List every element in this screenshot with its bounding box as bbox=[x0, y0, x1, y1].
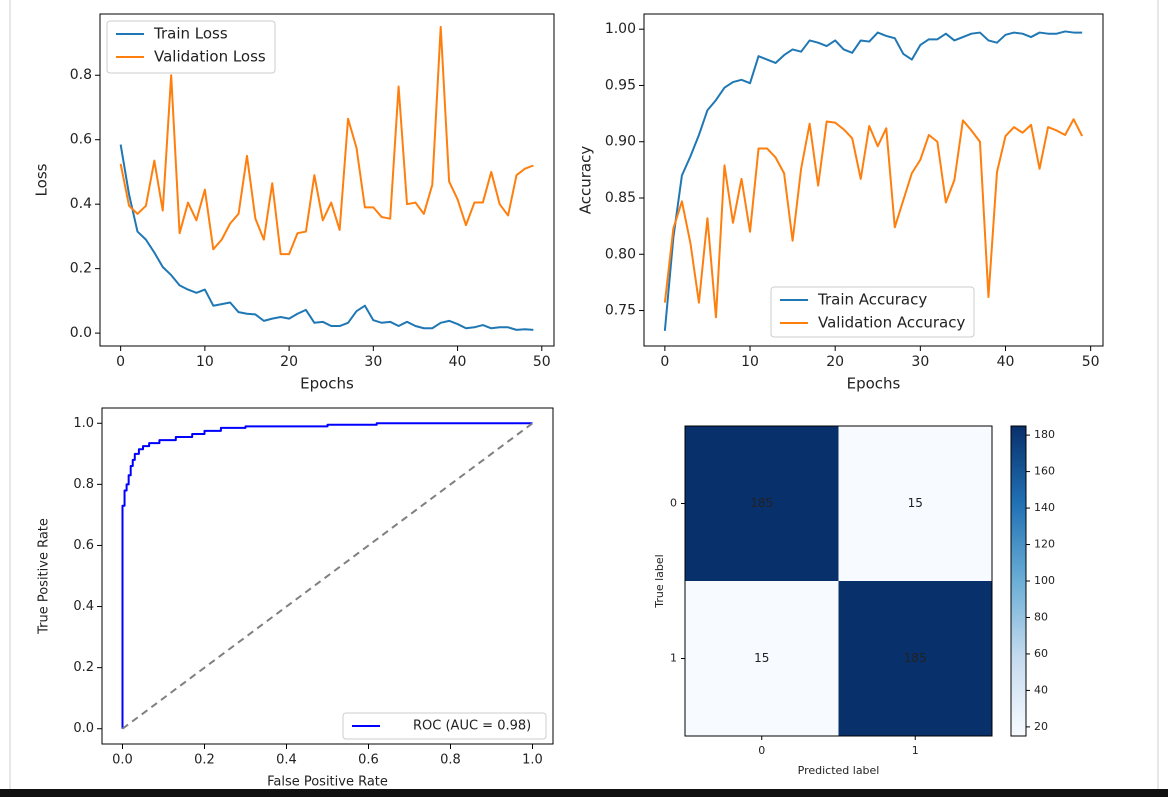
accuracy-x-tick-label: 50 bbox=[1082, 354, 1100, 370]
roc-y-tick-label: 0.0 bbox=[73, 721, 94, 736]
roc-x-tick-label: 0.4 bbox=[276, 753, 297, 768]
roc-x-tick-label: 0.6 bbox=[358, 753, 379, 768]
cm-colorbar-tick-label: 100 bbox=[1034, 574, 1055, 587]
roc-x-axis-label: False Positive Rate bbox=[267, 775, 388, 790]
roc-y-tick-label: 0.6 bbox=[73, 538, 94, 553]
accuracy-x-tick-label: 0 bbox=[660, 354, 669, 370]
accuracy-chart: 0 10 20 30 40 50 0.75 0.80 0.85 0.90 0.95 1.00 Epoch… bbox=[577, 13, 1104, 393]
cm-frame bbox=[684, 425, 993, 737]
loss-plot-frame bbox=[99, 13, 555, 347]
cm-colorbar bbox=[1010, 425, 1027, 737]
roc-y-tick-label: 0.4 bbox=[73, 599, 94, 614]
cm-colorbar-tick-label: 80 bbox=[1034, 610, 1048, 623]
cm-colorbar-tick-label: 140 bbox=[1034, 501, 1055, 514]
cm-colorbar-tick-label: 180 bbox=[1034, 428, 1055, 441]
loss-y-axis-label: Loss bbox=[33, 163, 51, 196]
accuracy-y-tick-label: 0.95 bbox=[605, 77, 636, 93]
roc-legend-label: ROC (AUC = 0.98) bbox=[413, 719, 531, 734]
cm-x-tick-label: 0 bbox=[758, 744, 765, 757]
cm-colorbar-tick-label: 160 bbox=[1034, 465, 1055, 478]
accuracy-y-tick-label: 0.85 bbox=[605, 190, 636, 206]
loss-chart: 0 10 20 30 40 50 0.0 0.2 0.4 0.6 0.8 Epochs Loss Trai… bbox=[33, 13, 555, 393]
accuracy-legend-box bbox=[770, 286, 975, 338]
loss-legend-label: Validation Loss bbox=[154, 48, 266, 66]
roc-y-tick-label: 1.0 bbox=[73, 416, 94, 431]
accuracy-legend-label: Validation Accuracy bbox=[818, 314, 965, 332]
accuracy-y-tick-label: 0.75 bbox=[605, 303, 636, 319]
accuracy-y-tick-label: 1.00 bbox=[605, 21, 636, 37]
roc-plot-frame bbox=[101, 407, 554, 745]
cm-cell-value: 15 bbox=[908, 496, 923, 510]
cm-x-tick-label: 1 bbox=[912, 744, 919, 757]
loss-y-tick-label: 0.6 bbox=[70, 132, 92, 148]
accuracy-y-tick-label: 0.80 bbox=[605, 246, 636, 262]
loss-x-tick-label: 10 bbox=[196, 354, 214, 370]
loss-series-line-1 bbox=[119, 25, 534, 256]
roc-chart: 0.0 0.2 0.4 0.6 0.8 1.0 0.0 0.2 0.4 0.6 0.8 1.0 Fals… bbox=[37, 407, 554, 790]
loss-y-tick-label: 0.8 bbox=[70, 67, 92, 83]
cm-cell-value: 185 bbox=[904, 651, 927, 665]
loss-x-axis-label: Epochs bbox=[300, 375, 354, 393]
accuracy-legend-label: Train Accuracy bbox=[817, 291, 927, 309]
roc-y-tick-label: 0.2 bbox=[73, 660, 94, 675]
loss-y-tick-label: 0.4 bbox=[70, 196, 92, 212]
cm-cell bbox=[838, 581, 992, 736]
cm-cell bbox=[838, 426, 992, 581]
cm-y-tick-label: 1 bbox=[670, 652, 677, 665]
bottom-border bbox=[0, 789, 1168, 797]
cm-colorbar-tick-label: 20 bbox=[1034, 720, 1048, 733]
roc-x-tick-label: 0.0 bbox=[112, 753, 133, 768]
roc-x-tick-label: 1.0 bbox=[522, 753, 543, 768]
cm-cell bbox=[685, 581, 839, 736]
cm-x-axis-label: Predicted label bbox=[798, 764, 880, 777]
roc-series-line-1 bbox=[121, 422, 534, 730]
loss-x-tick-label: 30 bbox=[364, 354, 382, 370]
accuracy-x-tick-label: 10 bbox=[741, 354, 759, 370]
loss-y-tick-label: 0.0 bbox=[70, 325, 92, 341]
loss-x-tick-label: 20 bbox=[280, 354, 298, 370]
accuracy-series-line-0 bbox=[663, 30, 1083, 331]
roc-x-tick-label: 0.2 bbox=[194, 753, 215, 768]
cm-colorbar-tick-label: 40 bbox=[1034, 683, 1048, 696]
loss-legend-label: Train Loss bbox=[153, 25, 228, 43]
accuracy-x-tick-label: 40 bbox=[997, 354, 1015, 370]
loss-x-tick-label: 50 bbox=[533, 354, 551, 370]
loss-series-line-0 bbox=[119, 144, 534, 331]
confusion-matrix-chart: 185 15 15 185 0 1 0 1 Predicted label True label 2… bbox=[653, 425, 1055, 777]
cm-colorbar-tick-label: 60 bbox=[1034, 647, 1048, 660]
roc-x-tick-label: 0.8 bbox=[440, 753, 461, 768]
loss-legend-box bbox=[106, 20, 276, 74]
roc-series-line-0 bbox=[121, 422, 533, 729]
accuracy-x-axis-label: Epochs bbox=[847, 375, 901, 393]
accuracy-series-line-1 bbox=[663, 118, 1084, 319]
accuracy-x-tick-label: 20 bbox=[826, 354, 844, 370]
roc-legend-box bbox=[342, 712, 547, 740]
accuracy-y-axis-label: Accuracy bbox=[577, 146, 595, 215]
cm-cell bbox=[685, 426, 839, 581]
accuracy-x-tick-label: 30 bbox=[911, 354, 929, 370]
roc-y-axis-label: True Positive Rate bbox=[37, 518, 52, 635]
accuracy-plot-frame bbox=[643, 13, 1104, 347]
cm-y-tick-label: 0 bbox=[670, 497, 677, 510]
loss-x-tick-label: 0 bbox=[116, 354, 125, 370]
cm-y-axis-label: True label bbox=[653, 554, 666, 608]
cm-cell-value: 15 bbox=[754, 651, 769, 665]
loss-y-tick-label: 0.2 bbox=[70, 261, 92, 277]
accuracy-y-tick-label: 0.90 bbox=[605, 134, 636, 150]
cm-cell-value: 185 bbox=[750, 496, 773, 510]
cm-colorbar-tick-label: 120 bbox=[1034, 538, 1055, 551]
loss-x-tick-label: 40 bbox=[449, 354, 467, 370]
roc-y-tick-label: 0.8 bbox=[73, 477, 94, 492]
